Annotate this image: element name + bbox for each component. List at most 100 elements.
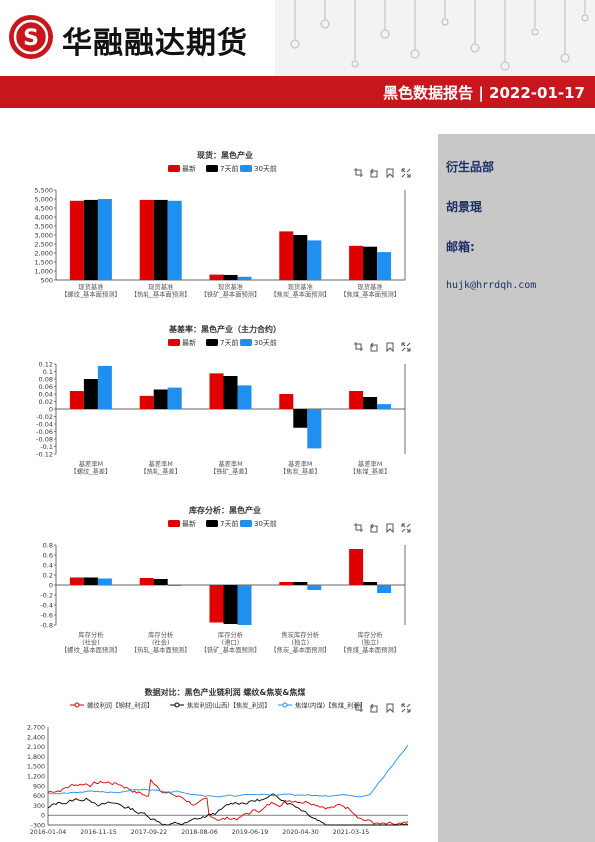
series-line-coal (47, 744, 409, 798)
fullscreen-icon[interactable] (401, 703, 411, 713)
bar (293, 582, 308, 585)
bar (69, 391, 84, 409)
legend-label: 7天前 (220, 338, 238, 347)
fullscreen-icon[interactable] (401, 523, 411, 533)
y-tick-label: 2,500 (34, 241, 53, 249)
bar (69, 200, 84, 280)
chart-title: 基差率：黑色产业（主力合约） (168, 324, 281, 334)
zoom-reset-icon[interactable] (370, 523, 378, 533)
x-tick-label: 2020-04-30 (282, 829, 319, 836)
y-tick-label: 0.8 (43, 542, 53, 550)
x-tick-label: 2021-03-15 (333, 829, 370, 836)
x-tick-label: 【螺纹_基本面预测】 (61, 290, 121, 299)
y-tick-label: 0.12 (39, 361, 53, 369)
brand-name: 华融融达期货 (62, 26, 248, 61)
bar (167, 387, 182, 409)
bar (97, 199, 112, 280)
y-tick-label: 600 (33, 793, 45, 800)
x-tick-label: 【热轧_基本面预测】 (131, 645, 191, 654)
bar (153, 579, 168, 585)
x-tick-label: 2016-01-04 (30, 829, 67, 836)
legend-label: 焦煤(内煤)【焦煤_利润】 (295, 701, 366, 710)
fullscreen-icon[interactable] (401, 168, 411, 178)
bar (209, 274, 224, 280)
legend-swatch (206, 165, 218, 172)
author-sidebar: 衍生品部 胡景琨 邮箱: hujk@hrrdqh.com (438, 134, 595, 842)
bar (363, 397, 378, 409)
save-icon[interactable] (386, 703, 394, 714)
save-icon[interactable] (386, 523, 394, 534)
x-tick-label: 【铁矿_基本面预测】 (201, 290, 261, 299)
x-tick-label: 基差率M (358, 459, 382, 468)
x-tick-label: 现货基准 (78, 282, 103, 291)
save-icon[interactable] (386, 342, 394, 353)
zoom-reset-icon[interactable] (370, 168, 378, 178)
x-tick-label: 焦炭库存分析 (281, 630, 319, 639)
y-tick-label: 0.04 (39, 391, 53, 399)
x-tick-label: (社会) (82, 638, 100, 647)
x-tick-label: 【焦炭_基差】 (280, 467, 321, 476)
data-zoom-icon[interactable] (354, 168, 363, 177)
series-line-rebar (47, 778, 409, 825)
y-tick-label: -0.4 (40, 602, 53, 610)
bar (279, 394, 294, 409)
y-tick-label: 0.2 (43, 572, 53, 580)
x-tick-label: (港口) (222, 638, 240, 647)
y-tick-label: -0.2 (40, 592, 53, 600)
x-tick-label: 2016-11-15 (80, 829, 117, 836)
y-tick-label: 0 (49, 406, 53, 414)
x-tick-label: 现货基准 (288, 282, 313, 291)
x-tick-label: 库存分析 (148, 630, 174, 639)
bar (377, 252, 392, 280)
bar (139, 395, 154, 409)
bar (153, 389, 168, 409)
y-tick-label: 0 (49, 582, 53, 590)
x-tick-label: 【螺纹_基本面预测】 (61, 645, 121, 654)
author-name: 胡景琨 (446, 200, 483, 214)
legend-marker (174, 702, 180, 708)
y-tick-label: 2,000 (34, 250, 53, 258)
x-tick-label: 【铁矿_基本面预测】 (201, 645, 261, 654)
y-tick-label: -0.08 (36, 436, 53, 444)
fullscreen-icon[interactable] (401, 342, 411, 352)
x-tick-label: 2018-08-06 (181, 829, 218, 836)
x-tick-label: 【焦煤_基差】 (350, 467, 391, 476)
y-tick-label: 900 (33, 783, 45, 790)
data-zoom-icon[interactable] (354, 703, 363, 712)
bar (363, 246, 378, 280)
data-zoom-icon[interactable] (354, 523, 363, 532)
bar (279, 582, 294, 585)
bar (83, 199, 98, 280)
bar (223, 274, 238, 280)
x-tick-label: (独立) (361, 638, 379, 647)
data-zoom-icon[interactable] (354, 342, 363, 351)
chart-title: 库存分析：黑色产业 (189, 505, 261, 515)
bar (307, 409, 322, 449)
bar (279, 231, 294, 280)
y-tick-label: 2,400 (27, 734, 45, 741)
x-tick-label: 【焦炭_基本面预测】 (270, 290, 330, 299)
chart-title: 数据对比：黑色产业链利润 螺纹&焦炭&焦煤 (145, 687, 306, 697)
save-icon[interactable] (386, 168, 394, 179)
x-tick-label: 库存分析 (358, 630, 384, 639)
y-tick-label: -0.04 (36, 421, 53, 429)
x-tick-label: 【焦煤_基本面预测】 (340, 290, 400, 299)
x-tick-label: 基差率M (288, 459, 312, 468)
y-tick-label: 2,100 (27, 744, 45, 751)
x-tick-label: (社会) (152, 638, 170, 647)
zoom-reset-icon[interactable] (370, 342, 378, 352)
email-address[interactable]: hujk@hrrdqh.com (446, 280, 537, 291)
y-tick-label: 0.6 (43, 552, 53, 560)
y-tick-label: 0.1 (43, 368, 53, 376)
series-line-coke (47, 793, 409, 826)
bar (83, 379, 98, 409)
x-tick-label: 【热轧_基差】 (140, 467, 181, 476)
y-tick-label: 3,500 (34, 223, 53, 231)
bar (167, 585, 182, 586)
y-tick-label: 0.4 (43, 562, 53, 570)
legend-label: 7天前 (220, 519, 238, 528)
bar (377, 585, 392, 593)
zoom-reset-icon[interactable] (370, 703, 378, 713)
